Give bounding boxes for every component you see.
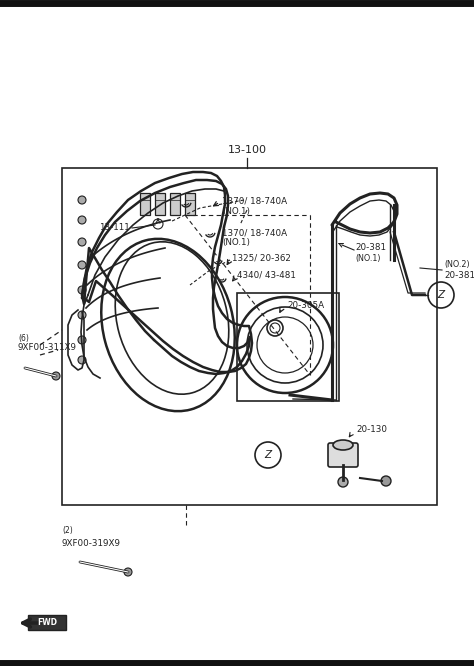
FancyBboxPatch shape xyxy=(328,443,358,467)
Circle shape xyxy=(78,238,86,246)
Text: 1370/ 18-740A
(NO.1): 1370/ 18-740A (NO.1) xyxy=(222,197,287,216)
Circle shape xyxy=(52,372,60,380)
Text: 1370/ 18-740A
(NO.1): 1370/ 18-740A (NO.1) xyxy=(222,228,287,247)
Circle shape xyxy=(78,356,86,364)
Text: 20-130: 20-130 xyxy=(356,426,387,434)
Circle shape xyxy=(78,336,86,344)
Bar xyxy=(170,193,180,215)
Text: 13-100: 13-100 xyxy=(228,145,266,155)
Bar xyxy=(155,193,165,215)
Circle shape xyxy=(381,476,391,486)
Text: FWD: FWD xyxy=(37,618,57,627)
Text: (NO.2): (NO.2) xyxy=(444,260,470,270)
Circle shape xyxy=(78,216,86,224)
Ellipse shape xyxy=(333,440,353,450)
Text: 20-381: 20-381 xyxy=(444,270,474,280)
Text: 20-381: 20-381 xyxy=(355,244,386,252)
Text: 13-111: 13-111 xyxy=(99,224,130,232)
Text: 9XF00-311X9: 9XF00-311X9 xyxy=(18,344,77,352)
Bar xyxy=(185,193,195,215)
Text: 9XF00-319X9: 9XF00-319X9 xyxy=(62,539,121,547)
Text: (6): (6) xyxy=(18,334,29,342)
Text: Z: Z xyxy=(264,450,272,460)
Bar xyxy=(62,168,437,505)
Text: 20-305A: 20-305A xyxy=(287,300,324,310)
Circle shape xyxy=(124,568,132,576)
Circle shape xyxy=(78,286,86,294)
Circle shape xyxy=(78,311,86,319)
FancyBboxPatch shape xyxy=(28,615,66,630)
Bar xyxy=(140,193,150,215)
Text: 1325/ 20-362: 1325/ 20-362 xyxy=(232,254,291,262)
Text: (NO.1): (NO.1) xyxy=(355,254,381,262)
Text: Z: Z xyxy=(438,290,445,300)
Circle shape xyxy=(78,196,86,204)
Text: (2): (2) xyxy=(62,525,73,535)
Circle shape xyxy=(78,261,86,269)
Text: 4340/ 43-481: 4340/ 43-481 xyxy=(237,270,296,280)
Circle shape xyxy=(338,477,348,487)
